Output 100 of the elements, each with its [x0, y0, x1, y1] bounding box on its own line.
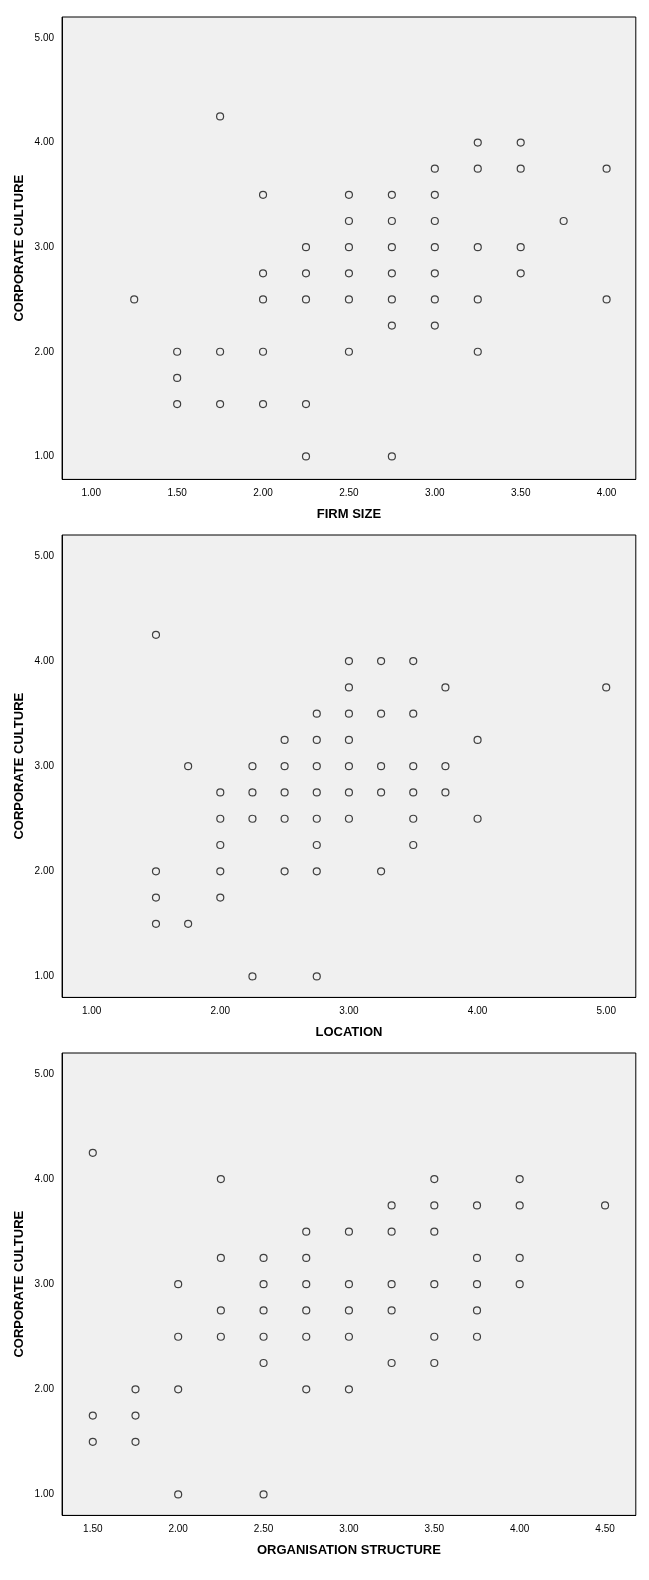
- point: [387, 321, 396, 330]
- point: [344, 1332, 354, 1341]
- point: [312, 867, 321, 876]
- point: [173, 399, 182, 409]
- x-axis-title: FIRM SIZE: [316, 505, 382, 521]
- point: [312, 788, 321, 797]
- point: [131, 1411, 140, 1420]
- point: [312, 735, 321, 745]
- point: [376, 788, 386, 797]
- point: [387, 190, 396, 199]
- point: [301, 399, 311, 409]
- point: [387, 269, 396, 278]
- point: [216, 788, 225, 797]
- point: [387, 452, 396, 461]
- point: [302, 1280, 311, 1289]
- x-tick-label: 1.50: [167, 487, 188, 499]
- point: [344, 190, 354, 199]
- point: [344, 683, 354, 692]
- point: [248, 814, 257, 823]
- point: [301, 295, 311, 304]
- point: [259, 1253, 268, 1263]
- point: [602, 295, 611, 304]
- x-tick-label: 2.00: [210, 1005, 231, 1017]
- y-axis-title: CORPORATE CULTURE: [11, 1210, 27, 1358]
- point: [259, 1280, 268, 1289]
- y-tick-label: 2.00: [34, 345, 55, 357]
- point: [184, 919, 193, 928]
- point: [387, 295, 396, 304]
- point: [216, 347, 225, 356]
- point: [473, 243, 482, 252]
- point: [472, 1280, 482, 1289]
- point: [259, 1358, 268, 1368]
- point: [151, 630, 161, 639]
- y-tick-label: 1.00: [34, 450, 55, 462]
- point: [387, 1227, 396, 1236]
- point: [216, 1175, 225, 1184]
- point: [600, 1201, 610, 1210]
- point: [515, 1175, 524, 1184]
- point: [258, 295, 268, 304]
- point: [312, 762, 321, 771]
- point: [301, 269, 311, 278]
- x-tick-label: 1.00: [81, 1005, 102, 1017]
- point: [376, 762, 386, 771]
- point: [430, 216, 439, 226]
- point: [387, 1280, 396, 1289]
- point: [430, 321, 439, 330]
- point: [387, 1358, 396, 1368]
- point: [344, 243, 354, 252]
- point: [216, 1253, 225, 1263]
- y-tick-label: 4.00: [34, 1172, 55, 1184]
- x-tick-label: 4.00: [509, 1523, 530, 1535]
- point: [131, 1385, 140, 1394]
- point: [409, 788, 418, 797]
- point: [344, 709, 354, 718]
- point: [344, 269, 354, 278]
- x-tick-label: 4.50: [595, 1523, 616, 1535]
- x-tick-label: 2.00: [253, 487, 274, 499]
- point: [216, 399, 225, 409]
- point: [430, 269, 439, 278]
- x-tick-label: 2.00: [168, 1523, 189, 1535]
- point: [302, 1227, 311, 1236]
- point: [473, 814, 482, 823]
- point: [344, 1306, 354, 1315]
- x-tick-label: 4.00: [467, 1005, 488, 1017]
- point: [409, 657, 418, 666]
- point: [472, 1332, 482, 1341]
- point: [344, 762, 354, 771]
- point: [344, 735, 354, 745]
- point: [515, 1201, 524, 1210]
- point: [430, 1175, 439, 1184]
- y-tick-label: 3.00: [34, 240, 55, 252]
- point: [258, 347, 268, 356]
- point: [430, 1201, 439, 1210]
- point: [258, 269, 268, 278]
- point: [216, 1306, 225, 1315]
- point: [216, 867, 225, 876]
- y-tick-label: 5.00: [34, 31, 55, 43]
- point: [259, 1332, 268, 1341]
- y-tick-label: 5.00: [34, 1067, 55, 1079]
- x-tick-label: 1.50: [83, 1523, 103, 1535]
- point: [302, 1253, 311, 1263]
- point: [216, 840, 225, 850]
- point: [302, 1306, 311, 1315]
- x-tick-label: 3.00: [339, 1523, 360, 1535]
- y-axis-title: CORPORATE CULTURE: [11, 692, 27, 840]
- point: [216, 1332, 225, 1341]
- y-tick-label: 4.00: [34, 136, 55, 148]
- point: [259, 1490, 268, 1499]
- point: [376, 867, 386, 876]
- point: [387, 1201, 396, 1210]
- point: [387, 243, 396, 252]
- x-axis-title: ORGANISATION STRUCTURE: [256, 1541, 442, 1557]
- point: [302, 1332, 311, 1341]
- point: [174, 1332, 183, 1341]
- point: [387, 216, 396, 226]
- point: [430, 295, 439, 304]
- point: [430, 1227, 439, 1236]
- y-tick-label: 3.00: [34, 1277, 55, 1289]
- point: [430, 1280, 439, 1289]
- point: [344, 657, 354, 666]
